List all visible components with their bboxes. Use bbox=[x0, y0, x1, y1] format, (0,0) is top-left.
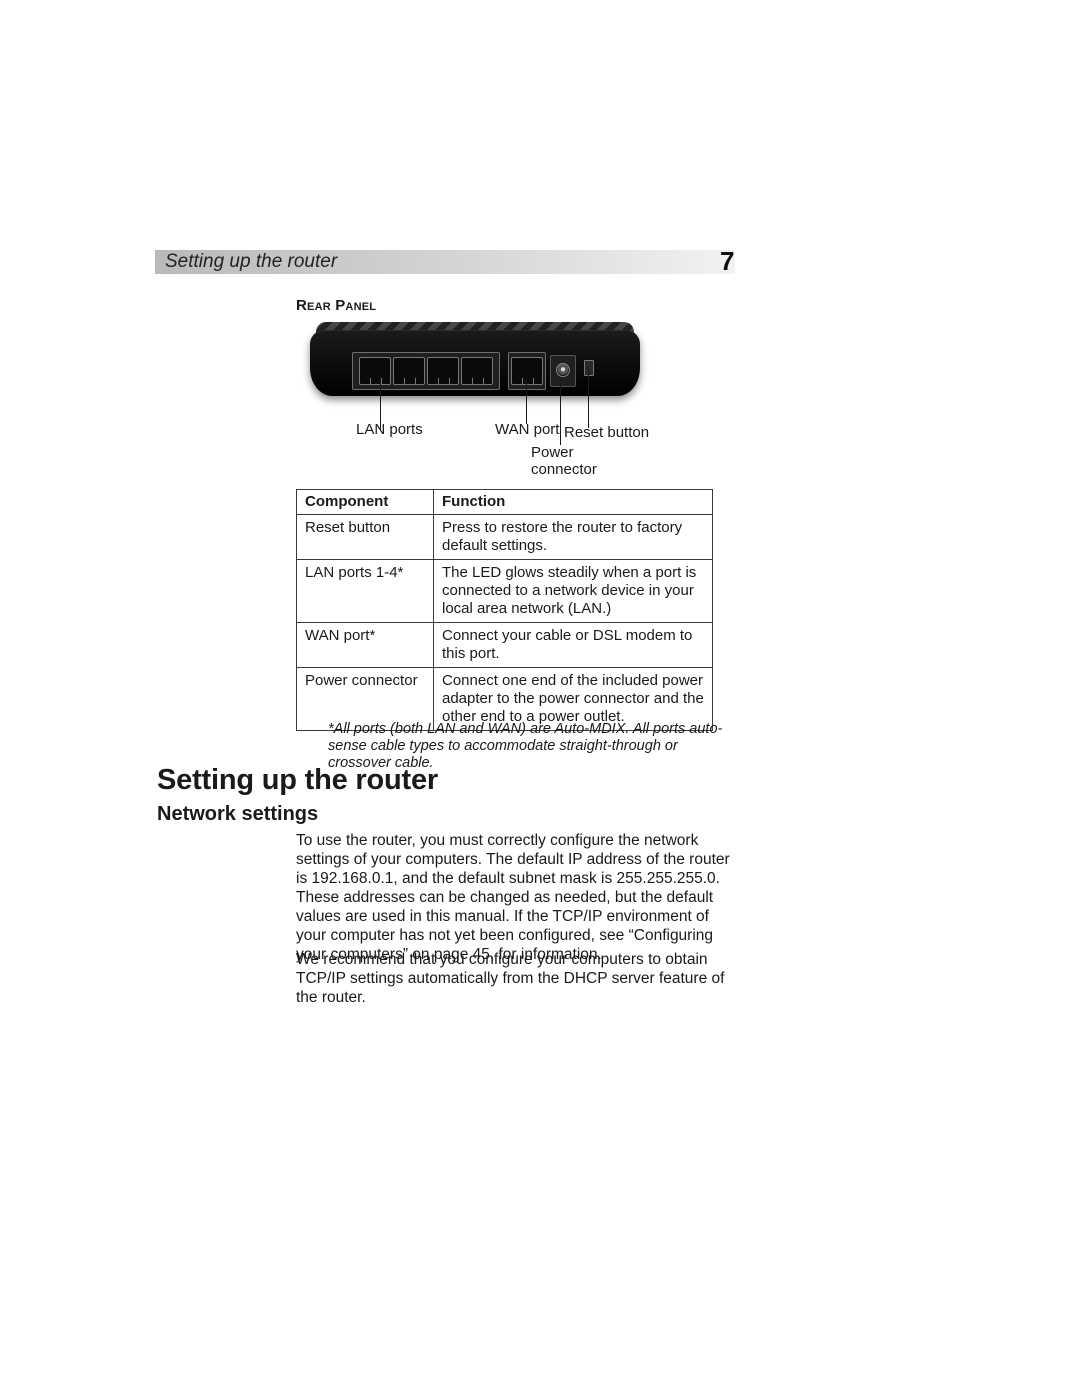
table-row: WAN port* Connect your cable or DSL mode… bbox=[297, 623, 713, 668]
table-cell-component: WAN port* bbox=[297, 623, 434, 668]
component-function-table: Component Function Reset button Press to… bbox=[296, 489, 713, 731]
callout-power-connector: Powerconnector bbox=[531, 444, 597, 478]
leader-line-icon bbox=[588, 366, 589, 428]
section-heading-h1: Setting up the router bbox=[157, 764, 438, 797]
table-cell-function: The LED glows steadily when a port is co… bbox=[434, 560, 713, 623]
power-jack-icon bbox=[556, 363, 570, 377]
power-connector-icon bbox=[550, 355, 576, 387]
lan-port-icon bbox=[427, 357, 459, 385]
table-cell-component: LAN ports 1-4* bbox=[297, 560, 434, 623]
table-row: LAN ports 1-4* The LED glows steadily wh… bbox=[297, 560, 713, 623]
lan-port-icon bbox=[359, 357, 391, 385]
wan-rj45-icon bbox=[511, 357, 543, 385]
lan-port-group-icon bbox=[352, 352, 500, 390]
table-cell-function: Press to restore the router to factory d… bbox=[434, 515, 713, 560]
running-header-bar: Setting up the router bbox=[155, 250, 735, 274]
leader-line-icon bbox=[526, 380, 527, 424]
callout-reset-button: Reset button bbox=[564, 424, 649, 441]
manual-page: Setting up the router 7 Rear Panel bbox=[0, 0, 1080, 1397]
section-heading-h2: Network settings bbox=[157, 803, 318, 826]
lan-port-icon bbox=[461, 357, 493, 385]
table-row: Reset button Press to restore the router… bbox=[297, 515, 713, 560]
body-paragraph: We recommend that you configure your com… bbox=[296, 950, 738, 1007]
table-header-component: Component bbox=[297, 490, 434, 515]
page-number: 7 bbox=[720, 246, 734, 277]
body-paragraph: To use the router, you must correctly co… bbox=[296, 831, 738, 964]
running-header-title: Setting up the router bbox=[165, 251, 337, 273]
reset-button-icon bbox=[584, 360, 594, 376]
table-cell-component: Reset button bbox=[297, 515, 434, 560]
callout-wan-port: WAN port bbox=[495, 421, 559, 438]
table-header-function: Function bbox=[434, 490, 713, 515]
callout-lan-ports: LAN ports bbox=[356, 421, 423, 438]
rear-panel-heading: Rear Panel bbox=[296, 297, 376, 314]
wan-port-icon bbox=[508, 352, 546, 390]
leader-line-icon bbox=[560, 380, 561, 445]
router-body-icon bbox=[310, 330, 640, 396]
table-cell-function: Connect your cable or DSL modem to this … bbox=[434, 623, 713, 668]
table-header-row: Component Function bbox=[297, 490, 713, 515]
lan-port-icon bbox=[393, 357, 425, 385]
